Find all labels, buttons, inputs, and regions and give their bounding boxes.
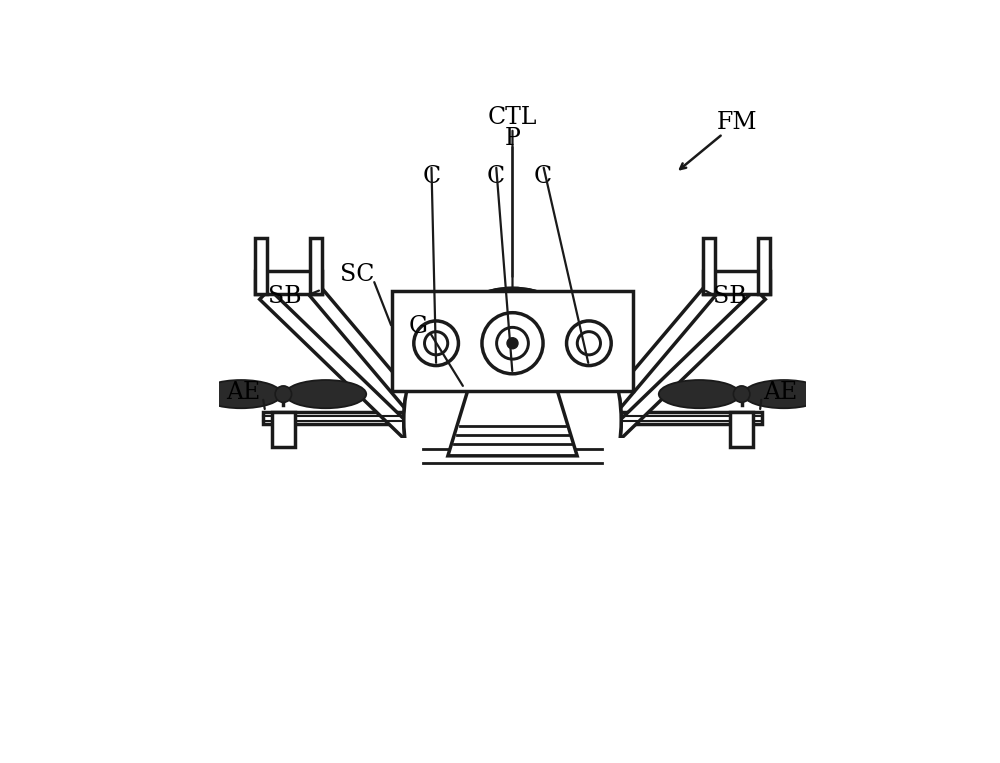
Circle shape xyxy=(425,332,448,355)
Bar xyxy=(703,271,770,295)
Text: CTL: CTL xyxy=(488,107,537,130)
Text: FM: FM xyxy=(717,111,757,134)
Bar xyxy=(392,291,633,391)
Text: SB: SB xyxy=(713,285,747,307)
Ellipse shape xyxy=(285,380,366,408)
Circle shape xyxy=(733,386,750,402)
Polygon shape xyxy=(585,289,765,464)
Circle shape xyxy=(507,338,518,349)
Circle shape xyxy=(482,313,543,374)
Bar xyxy=(255,238,267,295)
Circle shape xyxy=(414,321,458,365)
Circle shape xyxy=(567,321,611,365)
Bar xyxy=(703,238,715,295)
Ellipse shape xyxy=(404,288,621,552)
Ellipse shape xyxy=(404,288,621,552)
Text: AE: AE xyxy=(763,381,797,404)
Ellipse shape xyxy=(201,380,282,408)
Ellipse shape xyxy=(743,380,824,408)
Bar xyxy=(607,412,762,423)
Bar xyxy=(730,412,753,447)
Circle shape xyxy=(497,327,528,359)
Ellipse shape xyxy=(416,406,609,506)
Polygon shape xyxy=(448,388,577,456)
Text: C: C xyxy=(422,166,440,188)
Circle shape xyxy=(275,386,292,402)
Bar xyxy=(758,238,770,295)
Bar xyxy=(392,438,633,565)
Text: P: P xyxy=(505,127,520,150)
Polygon shape xyxy=(307,284,462,463)
Polygon shape xyxy=(563,284,718,463)
Text: SC: SC xyxy=(340,263,374,286)
Ellipse shape xyxy=(659,380,740,408)
Polygon shape xyxy=(260,289,440,464)
Bar xyxy=(263,412,418,423)
Text: AE: AE xyxy=(226,381,261,404)
Bar xyxy=(310,238,322,295)
Text: C: C xyxy=(534,166,552,188)
Circle shape xyxy=(577,332,600,355)
Text: G: G xyxy=(409,315,428,338)
Bar xyxy=(404,391,621,453)
Text: SB: SB xyxy=(268,285,301,307)
Text: C: C xyxy=(487,166,505,188)
Bar xyxy=(255,271,322,295)
Bar xyxy=(272,412,295,447)
Bar xyxy=(392,438,633,565)
